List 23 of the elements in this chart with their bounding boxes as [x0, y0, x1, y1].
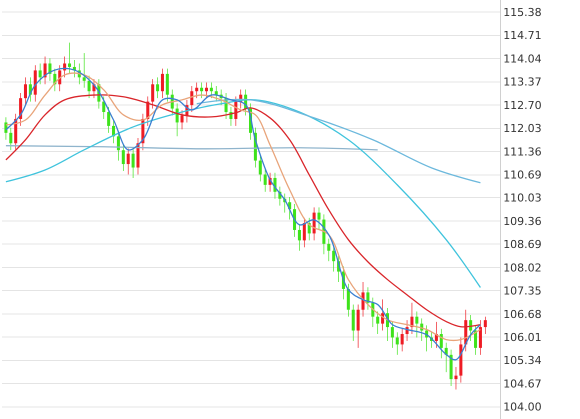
y-tick-label: 110.69	[503, 168, 542, 182]
y-tick-label: 106.01	[503, 330, 542, 344]
candlestick	[156, 77, 160, 98]
y-tick-label: 104.67	[503, 377, 542, 390]
line-series	[5, 99, 482, 288]
y-tick-label: 106.68	[503, 308, 542, 321]
y-tick-label: 109.36	[503, 214, 542, 228]
y-tick-label: 113.37	[503, 76, 542, 89]
candlestick	[454, 366, 458, 390]
y-tick-label: 108.69	[503, 238, 542, 252]
line-series	[196, 98, 482, 184]
y-tick-label: 107.35	[503, 284, 542, 298]
y-tick-label: 114.71	[503, 29, 542, 42]
y-tick-label: 112.70	[503, 98, 542, 112]
y-tick-label: 115.38	[503, 6, 542, 19]
y-tick-label: 112.03	[503, 122, 542, 136]
candlestick	[68, 42, 72, 74]
y-tick-label: 110.03	[503, 192, 542, 205]
y-tick-label: 111.36	[503, 145, 542, 158]
y-tick-label: 108.02	[503, 261, 542, 274]
y-tick-label: 105.34	[503, 354, 542, 368]
y-tick-label: 104.00	[503, 400, 542, 414]
y-tick-label: 114.04	[503, 52, 542, 66]
